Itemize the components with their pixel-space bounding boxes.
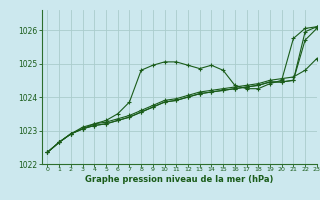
X-axis label: Graphe pression niveau de la mer (hPa): Graphe pression niveau de la mer (hPa) <box>85 175 273 184</box>
